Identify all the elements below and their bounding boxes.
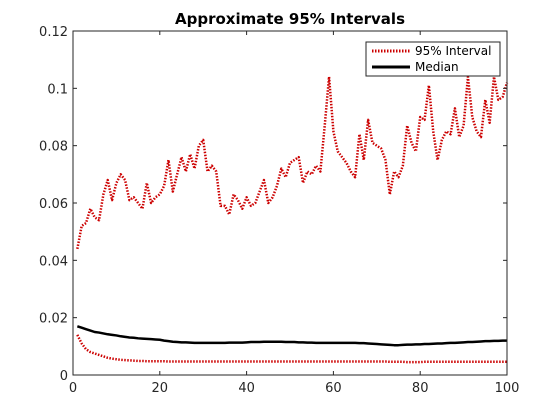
- x-tick-label: 100: [495, 381, 520, 396]
- x-tick-label: 60: [325, 381, 342, 396]
- series-line-0-interval: [76, 75, 509, 250]
- x-tick-label: 20: [152, 381, 169, 396]
- x-tick-label: 0: [69, 381, 77, 396]
- legend-box: [365, 41, 501, 77]
- y-tick-label: 0: [60, 369, 68, 384]
- chart-title: Approximate 95% Intervals: [175, 10, 405, 28]
- x-tick-label: 40: [238, 381, 255, 396]
- series-line-2-median: [76, 325, 507, 347]
- series-layer: [76, 75, 509, 364]
- y-tick-label: 0.12: [39, 25, 68, 40]
- axis-ticks: 0 20 40 60 80 100 0 0.02 0.04 0.06 0.08 0.1 0.12: [39, 25, 519, 396]
- series-line-1-interval: [76, 334, 507, 364]
- y-tick-label: 0.04: [39, 254, 68, 269]
- y-tick-label: 0.02: [39, 312, 68, 327]
- legend: 95% Interval Median: [365, 41, 501, 77]
- y-tick-label: 0.1: [47, 82, 68, 97]
- y-tick-label: 0.08: [39, 140, 68, 155]
- legend-label-median: Median: [415, 60, 459, 74]
- legend-label-interval: 95% Interval: [415, 44, 491, 58]
- y-tick-label: 0.06: [39, 197, 68, 212]
- x-tick-label: 80: [412, 381, 429, 396]
